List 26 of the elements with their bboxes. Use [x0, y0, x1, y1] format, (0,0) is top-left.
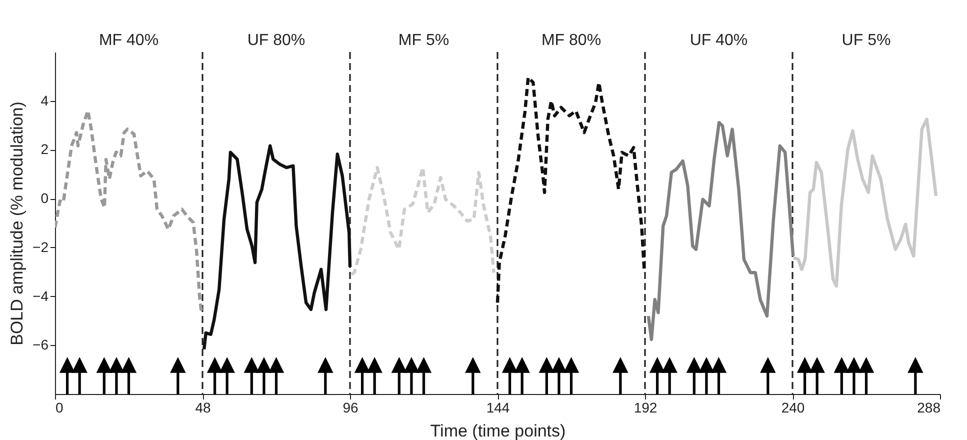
y-tick-label: −6 [32, 336, 49, 353]
x-axis-title: Time (time points) [430, 422, 566, 440]
text: UF 80% [247, 32, 306, 49]
text: MF 40% [98, 32, 159, 49]
y-tick-label: 4 [40, 92, 49, 108]
line-series [350, 166, 496, 276]
line-series [496, 76, 646, 304]
y-tick-label: −4 [32, 288, 49, 304]
x-tick-label: 240 [781, 400, 805, 416]
line-series [646, 121, 795, 342]
x-tick-label: 48 [195, 400, 211, 416]
y-axis-title: BOLD amplitude (% modulation) [8, 102, 27, 346]
x-tick-label: 0 [56, 400, 64, 416]
text: MF 5% [398, 32, 450, 49]
y-tick-label: −2 [32, 238, 49, 255]
y-tick-label: 0 [40, 190, 49, 206]
x-tick-label: 288 [917, 400, 941, 416]
y-tick-label: 2 [40, 141, 49, 158]
text: UF 40% [690, 32, 748, 49]
x-tick-label: 96 [342, 400, 358, 416]
line-series [202, 144, 352, 351]
text: UF 5% [842, 32, 891, 49]
line-series [792, 118, 938, 288]
x-tick-label: 192 [634, 400, 658, 416]
text: MF 80% [541, 32, 602, 49]
x-tick-label: 144 [486, 400, 510, 416]
